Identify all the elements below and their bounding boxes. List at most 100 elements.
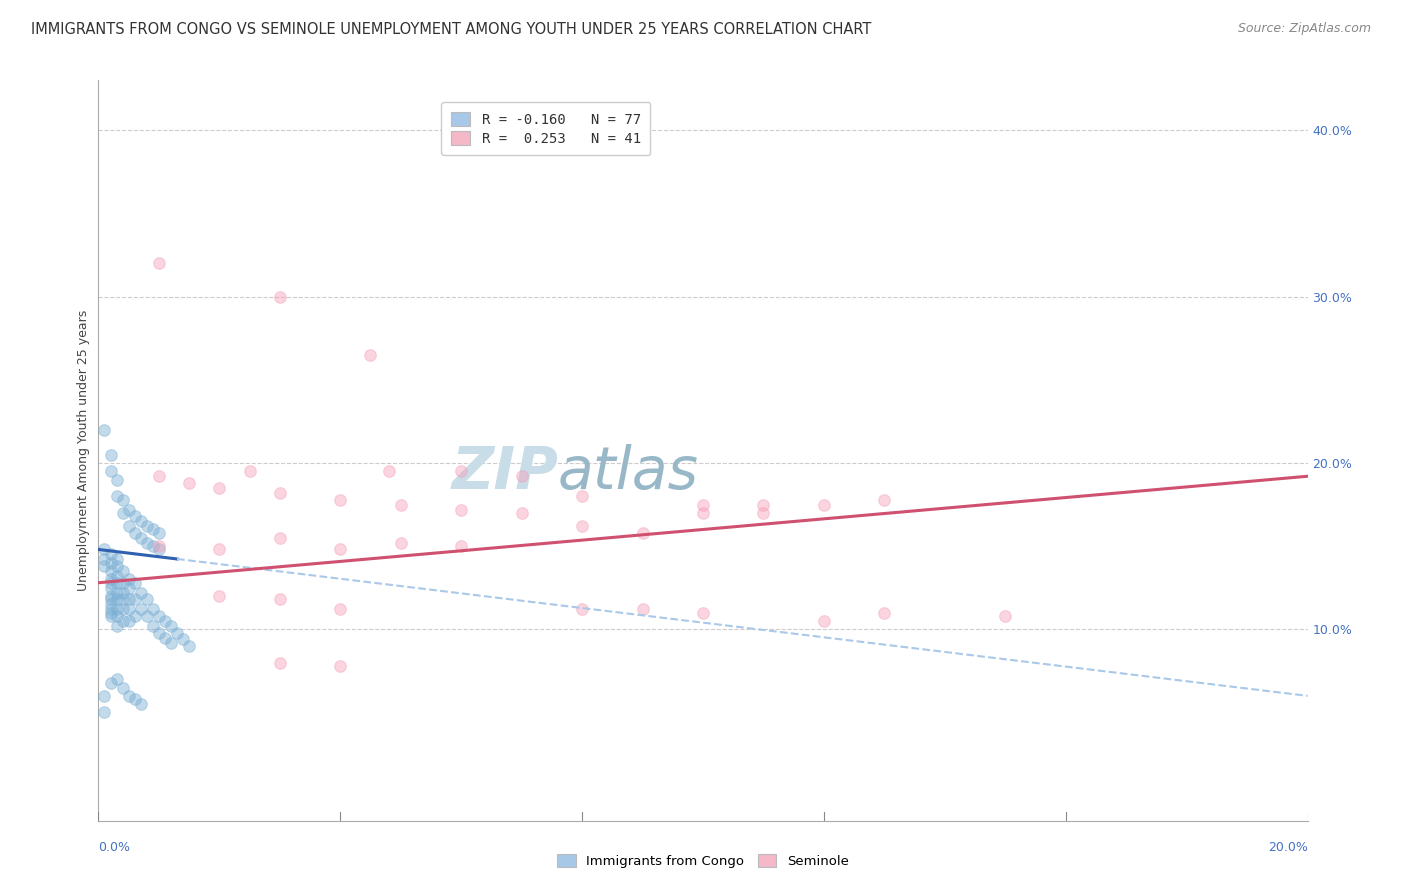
Point — [105, 473, 128, 487]
Point — [269, 486, 291, 500]
Point — [135, 519, 157, 533]
Point — [129, 585, 152, 599]
Text: ZIP: ZIP — [451, 444, 558, 501]
Point — [135, 609, 157, 624]
Point — [360, 348, 382, 362]
Point — [105, 559, 128, 574]
Point — [873, 492, 896, 507]
Point — [813, 498, 835, 512]
Point — [389, 498, 412, 512]
Point — [142, 602, 165, 616]
Point — [111, 492, 134, 507]
Point — [100, 602, 122, 616]
Point — [100, 464, 122, 478]
Point — [153, 614, 176, 628]
Point — [93, 689, 115, 703]
Point — [142, 539, 165, 553]
Point — [124, 525, 146, 540]
Point — [571, 519, 593, 533]
Point — [160, 619, 183, 633]
Point — [269, 656, 291, 670]
Point — [105, 592, 128, 607]
Point — [994, 609, 1017, 624]
Point — [873, 606, 896, 620]
Point — [118, 519, 141, 533]
Point — [148, 609, 170, 624]
Point — [692, 506, 714, 520]
Point — [111, 681, 134, 695]
Point — [142, 523, 165, 537]
Point — [100, 598, 122, 612]
Point — [105, 585, 128, 599]
Point — [269, 531, 291, 545]
Point — [377, 464, 399, 478]
Point — [172, 632, 194, 647]
Point — [124, 592, 146, 607]
Point — [135, 592, 157, 607]
Point — [450, 464, 472, 478]
Point — [111, 564, 134, 578]
Point — [124, 692, 146, 706]
Point — [692, 498, 714, 512]
Point — [105, 619, 128, 633]
Point — [510, 469, 533, 483]
Point — [118, 592, 141, 607]
Point — [631, 525, 654, 540]
Point — [329, 659, 352, 673]
Point — [100, 573, 122, 587]
Point — [329, 602, 352, 616]
Text: atlas: atlas — [558, 444, 699, 501]
Point — [105, 489, 128, 503]
Point — [105, 569, 128, 583]
Point — [450, 502, 472, 516]
Point — [129, 531, 152, 545]
Point — [93, 423, 115, 437]
Point — [148, 625, 170, 640]
Point — [124, 609, 146, 624]
Point — [813, 614, 835, 628]
Point — [105, 609, 128, 624]
Point — [153, 631, 176, 645]
Point — [100, 592, 122, 607]
Point — [148, 542, 170, 557]
Point — [105, 575, 128, 590]
Point — [100, 675, 122, 690]
Point — [571, 489, 593, 503]
Point — [269, 592, 291, 607]
Point — [124, 575, 146, 590]
Point — [111, 585, 134, 599]
Point — [510, 506, 533, 520]
Point — [166, 625, 188, 640]
Point — [111, 592, 134, 607]
Point — [100, 609, 122, 624]
Point — [100, 564, 122, 578]
Point — [269, 289, 291, 303]
Point — [148, 256, 170, 270]
Point — [129, 514, 152, 528]
Point — [208, 589, 231, 603]
Point — [100, 448, 122, 462]
Point — [100, 556, 122, 570]
Point — [124, 509, 146, 524]
Legend: Immigrants from Congo, Seminole: Immigrants from Congo, Seminole — [553, 848, 853, 873]
Point — [329, 492, 352, 507]
Point — [93, 706, 115, 720]
Point — [100, 581, 122, 595]
Point — [179, 639, 201, 653]
Point — [111, 602, 134, 616]
Point — [450, 539, 472, 553]
Point — [93, 559, 115, 574]
Point — [179, 475, 201, 490]
Point — [208, 481, 231, 495]
Point — [148, 469, 170, 483]
Point — [148, 539, 170, 553]
Point — [118, 689, 141, 703]
Point — [571, 602, 593, 616]
Point — [118, 573, 141, 587]
Point — [239, 464, 262, 478]
Point — [631, 602, 654, 616]
Point — [752, 506, 775, 520]
Point — [118, 581, 141, 595]
Point — [100, 575, 122, 590]
Point — [93, 552, 115, 566]
